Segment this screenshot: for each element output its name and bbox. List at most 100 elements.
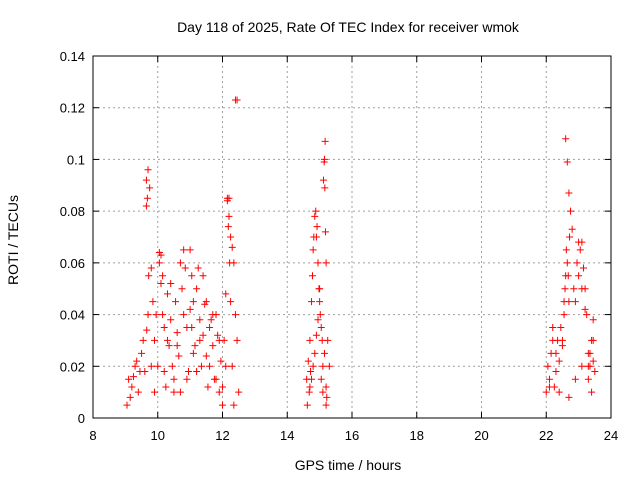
data-point [557,324,565,331]
data-point [157,280,165,288]
data-point [233,96,241,104]
data-point [303,401,311,409]
data-point [568,225,576,233]
data-point [315,285,323,293]
chart-title: Day 118 of 2025, Rate Of TEC Index for r… [177,19,520,35]
data-point [224,223,232,231]
data-point [314,259,322,267]
data-point [126,393,134,401]
data-point [202,298,210,306]
x-axis-label: GPS time / hours [295,457,402,473]
data-point [176,259,184,267]
data-point [125,375,133,383]
data-point [222,290,230,298]
data-point [563,158,571,166]
data-point [180,311,188,319]
data-point [170,388,178,396]
data-point [154,362,162,370]
data-point [584,349,592,357]
data-point [306,383,314,391]
data-point [160,367,168,375]
x-tick-label: 24 [604,428,618,443]
data-point [209,311,217,319]
data-point [185,367,193,375]
data-point [206,362,214,370]
x-tick-label: 8 [89,428,96,443]
data-point [149,298,157,306]
data-point [320,158,328,166]
data-point [575,272,583,280]
data-point [552,367,560,375]
data-point [323,393,331,401]
data-point [321,137,329,145]
data-point [583,311,591,319]
data-point [199,272,207,280]
y-tick-label: 0.14 [60,49,85,64]
data-point [159,272,167,280]
data-point [581,305,589,313]
data-point [308,298,316,306]
y-tick-label: 0.12 [60,101,85,116]
data-point [199,331,207,339]
data-point [542,388,550,396]
data-point [591,367,599,375]
data-point [214,331,222,339]
data-point [306,336,314,344]
data-point [165,342,173,350]
data-point [173,329,181,337]
data-point [589,316,597,324]
data-point [142,202,150,210]
data-point [566,233,574,241]
data-point [215,388,223,396]
data-point [155,249,163,257]
data-point [545,375,553,383]
data-point [181,264,189,272]
data-point [189,298,197,306]
data-point [576,246,584,254]
data-point [311,349,319,357]
data-point [563,259,571,267]
data-point [217,357,225,365]
data-point [163,336,171,344]
data-point [325,362,333,370]
data-point [312,207,320,215]
data-point [151,336,159,344]
data-point [186,305,194,313]
data-point [204,383,212,391]
data-point [170,375,178,383]
data-point [151,388,159,396]
data-point [309,272,317,280]
data-point [206,324,214,331]
data-point [183,375,191,383]
data-point [175,352,183,360]
data-point [565,189,573,197]
data-point [176,388,184,396]
data-point [573,259,581,267]
data-point [316,298,324,306]
x-tick-labels: 8 10 12 14 16 18 20 22 24 [89,428,618,443]
data-point [219,383,226,391]
data-point [567,207,575,215]
data-point [136,367,144,375]
data-point [189,349,197,357]
y-tick-label: 0 [78,411,85,426]
x-tick-label: 16 [345,428,359,443]
data-point [147,264,155,272]
data-point [307,367,315,375]
data-point [142,176,150,184]
data-point [552,349,560,357]
data-point [571,375,579,383]
data-point [193,285,201,293]
data-point [579,264,587,272]
data-point [565,298,573,306]
data-point [209,342,217,350]
data-point [575,238,583,246]
data-point [578,362,586,370]
data-point [308,375,316,383]
data-point [143,194,151,202]
data-point [202,352,210,360]
data-point [152,311,160,319]
data-point [173,342,181,350]
x-tick-label: 14 [280,428,294,443]
